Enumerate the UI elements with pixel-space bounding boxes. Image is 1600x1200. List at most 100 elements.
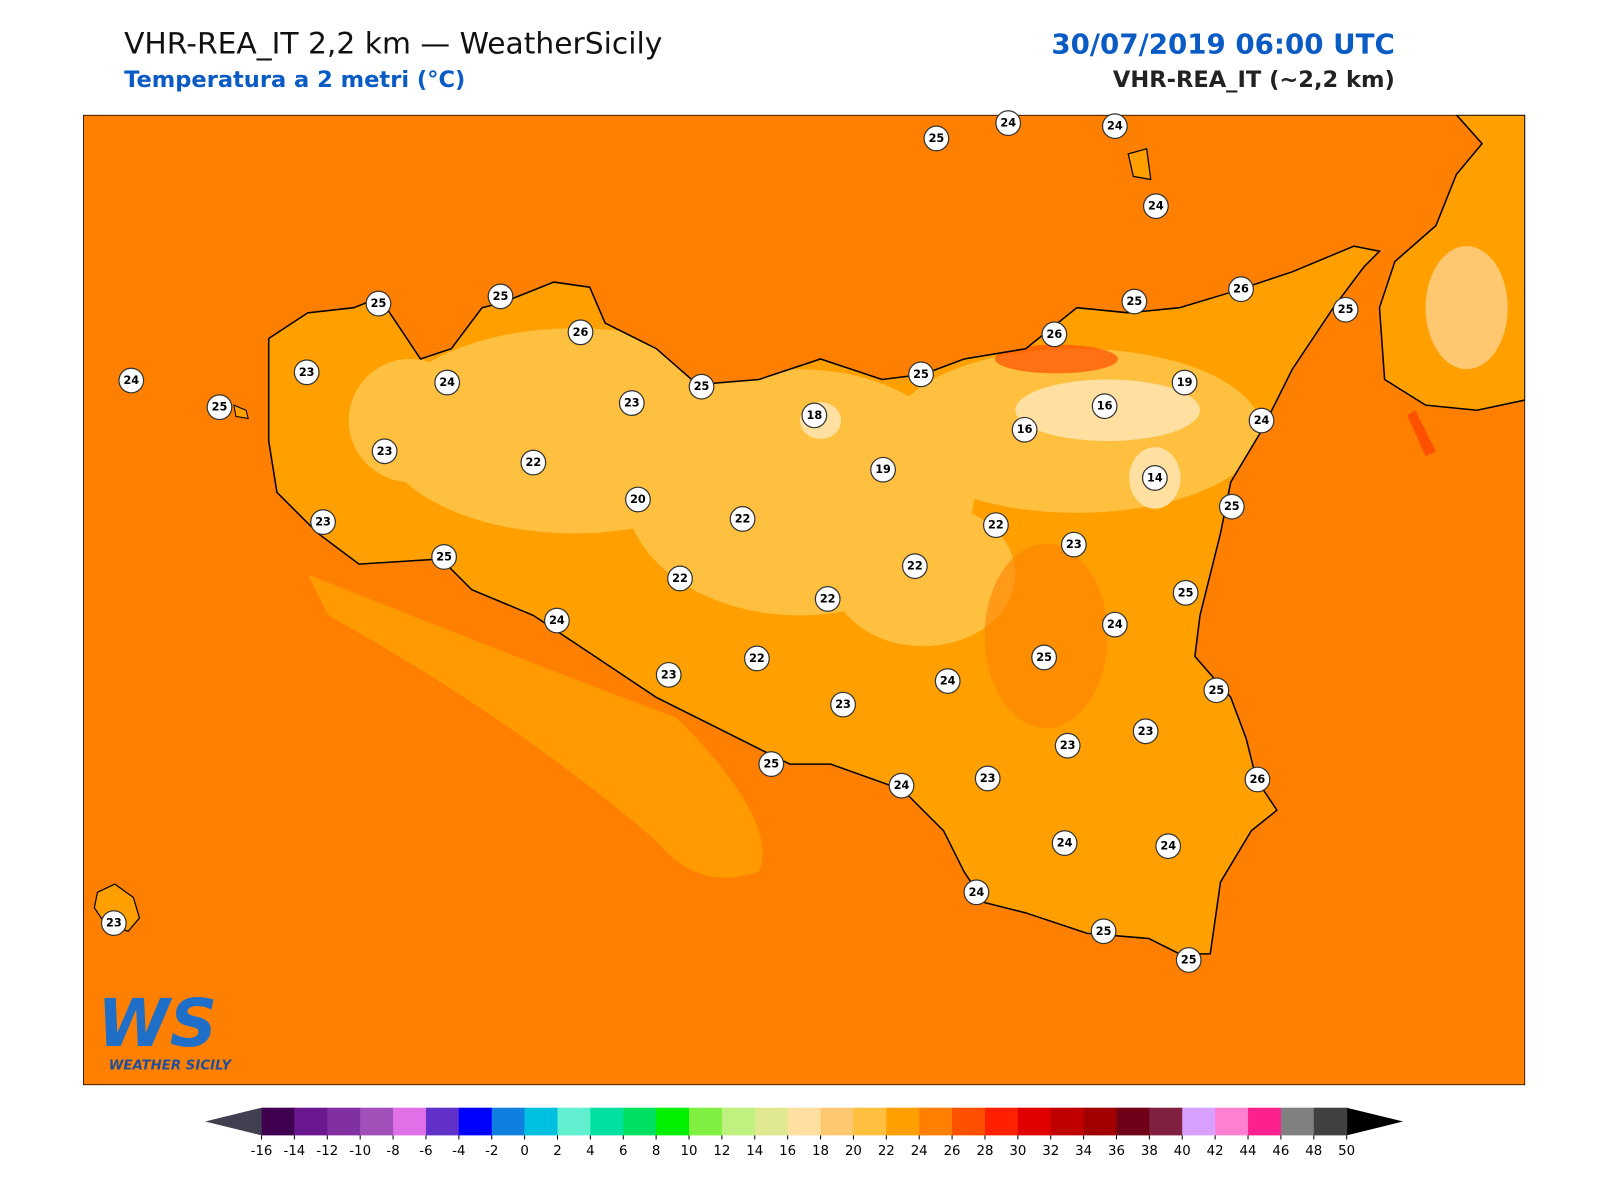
- station: 25: [1121, 288, 1148, 315]
- station-marker: [934, 668, 961, 694]
- station-value: 23: [377, 445, 393, 458]
- station-marker: [1244, 766, 1271, 793]
- colorbar-tick-label: -12: [316, 1144, 338, 1159]
- colorbar-tick-label: 38: [1141, 1144, 1158, 1159]
- station: 22: [729, 506, 756, 532]
- station: 25: [1172, 579, 1199, 606]
- colorbar-tick-label: 28: [976, 1144, 993, 1159]
- station-value: 24: [1057, 837, 1073, 850]
- station-value: 22: [907, 560, 923, 573]
- colorbar-tick-label: 26: [944, 1144, 961, 1159]
- colorbar-tick-label: 42: [1207, 1144, 1224, 1159]
- station-marker: [1203, 677, 1230, 704]
- station: 23: [1054, 732, 1081, 759]
- station-value: 25: [1209, 684, 1225, 697]
- colorbar-bin: [425, 1107, 460, 1136]
- colorbar-tick-label: 40: [1174, 1144, 1191, 1159]
- station: 18: [801, 402, 828, 429]
- station-marker: [1060, 531, 1087, 558]
- station-value: 22: [525, 456, 541, 469]
- station-value: 23: [624, 397, 640, 410]
- station-marker: [1228, 276, 1254, 303]
- station-value: 20: [630, 493, 646, 506]
- station-value: 23: [315, 516, 331, 529]
- station-value: 24: [549, 614, 565, 627]
- station-marker: [814, 586, 841, 612]
- station: 24: [544, 607, 570, 634]
- colorbar-tick-label: -16: [251, 1144, 273, 1159]
- station-marker: [1051, 830, 1078, 856]
- station: 23: [100, 910, 127, 936]
- colorbar-tick-label: 34: [1075, 1144, 1092, 1159]
- station: 23: [974, 765, 1001, 792]
- station: 24: [434, 369, 461, 396]
- colorbar-tick-label: 14: [746, 1144, 763, 1159]
- station: 26: [567, 319, 594, 346]
- colorbar-tick-label: -4: [452, 1144, 465, 1159]
- station-marker: [1132, 718, 1159, 745]
- station-marker: [1171, 369, 1198, 396]
- station-value: 25: [929, 132, 945, 145]
- colorbar-tick-label: 16: [779, 1144, 796, 1159]
- station: 20: [625, 486, 651, 513]
- station-marker: [1248, 407, 1275, 434]
- station: 22: [901, 553, 928, 580]
- hotspot: [1407, 410, 1436, 457]
- colorbar-tick-label: -10: [349, 1144, 371, 1159]
- station: 25: [908, 361, 934, 388]
- colorbar-bin: [1215, 1107, 1249, 1136]
- station-marker: [923, 125, 950, 152]
- colorbar-tick-label: 22: [878, 1144, 895, 1159]
- station-marker: [801, 402, 828, 429]
- station-value: 23: [1138, 725, 1154, 738]
- colorbar-tick-label: 20: [845, 1144, 862, 1159]
- station-marker: [729, 506, 756, 532]
- station-marker: [293, 359, 320, 386]
- station: 22: [520, 449, 547, 476]
- subtitle: Temperatura a 2 metri (°C): [124, 67, 465, 93]
- colorbar-over: [1346, 1107, 1404, 1136]
- station-marker: [100, 910, 127, 936]
- station: 23: [830, 691, 856, 718]
- station-value: 19: [1177, 376, 1193, 389]
- station: 25: [487, 283, 514, 310]
- station: 24: [1155, 833, 1182, 860]
- station-value: 22: [735, 512, 751, 525]
- station-marker: [1091, 393, 1118, 420]
- station-value: 25: [1338, 303, 1354, 316]
- colorbar-tick-label: 6: [619, 1144, 627, 1159]
- station-value: 25: [1178, 586, 1194, 599]
- station: 14: [1141, 465, 1168, 491]
- colorbar-bin: [590, 1107, 624, 1136]
- station: 16: [1011, 416, 1038, 443]
- colorbar-bin: [853, 1107, 887, 1136]
- station: 25: [1332, 296, 1359, 323]
- station: 25: [1203, 677, 1230, 704]
- station-marker: [744, 645, 770, 672]
- title: VHR-REA_IT 2,2 km — WeatherSicily: [124, 26, 662, 61]
- colorbar-bin: [984, 1107, 1019, 1136]
- station-value: 25: [493, 290, 509, 303]
- station: 25: [758, 751, 785, 778]
- station: 24: [1248, 407, 1275, 434]
- station-marker: [830, 691, 856, 718]
- logo-initials: WS: [97, 986, 217, 1062]
- colorbar-tick-label: -8: [386, 1144, 399, 1159]
- colorbar-bin: [689, 1107, 723, 1136]
- station-value: 23: [661, 668, 677, 681]
- colorbar-tick-label: 12: [713, 1144, 730, 1159]
- station-marker: [310, 509, 336, 535]
- station-value: 24: [940, 675, 956, 688]
- station-marker: [901, 553, 928, 580]
- colorbar-bin: [1313, 1107, 1348, 1136]
- station-marker: [625, 486, 651, 513]
- station-value: 16: [1097, 400, 1113, 413]
- station-marker: [758, 751, 785, 778]
- station: 25: [1175, 947, 1202, 973]
- station: 25: [1031, 644, 1058, 671]
- station-value: 25: [1181, 954, 1197, 967]
- station: 22: [814, 586, 841, 612]
- colorbar-bin: [1248, 1107, 1282, 1136]
- colorbar-bin: [294, 1107, 328, 1136]
- station: 24: [963, 879, 990, 906]
